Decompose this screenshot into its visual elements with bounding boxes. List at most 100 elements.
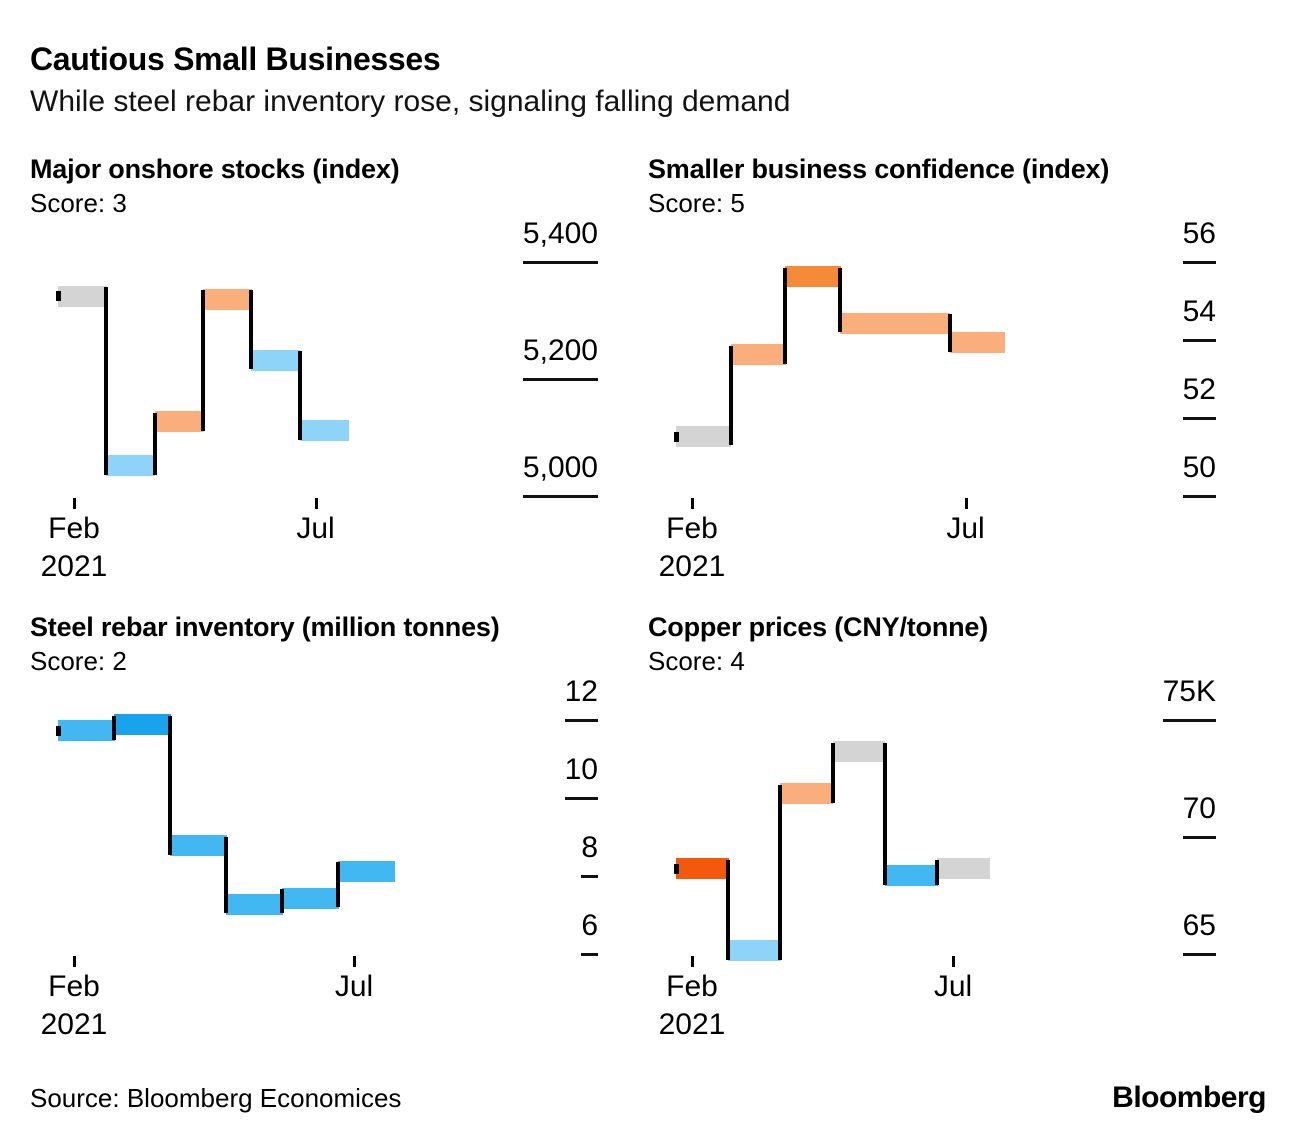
x-axis-label: Feb (666, 970, 718, 1003)
bar-segment (676, 858, 729, 880)
y-axis-tick-label: 54 (1182, 295, 1216, 342)
series-start-mark (674, 431, 679, 442)
x-axis-year-label: 2021 (40, 550, 108, 583)
bar-segment (299, 420, 349, 442)
step-chart: 56 54 52 50 Feb 2021 Jul (648, 154, 1266, 612)
x-axis-year-label: 2021 (658, 1008, 726, 1041)
bar-segment (832, 741, 886, 763)
y-axis-tick-label: 6 (581, 909, 598, 956)
x-axis-tick (691, 956, 694, 967)
bar-segment (676, 426, 732, 447)
connector-line (783, 267, 788, 364)
y-axis-tick: 8 (581, 831, 598, 878)
step-chart: 12 10 8 6 Feb 2021 Jul (30, 612, 648, 1070)
connector-line (168, 715, 172, 855)
bar-segment (154, 411, 204, 433)
bar-segment (106, 455, 156, 477)
x-axis-tick (952, 956, 955, 967)
x-axis-label: Jul (296, 512, 335, 545)
bar-segment (170, 835, 227, 857)
bar-segment (58, 285, 107, 307)
connector-line (249, 290, 254, 370)
bar-segment (202, 288, 252, 310)
panel-smaller-business-confidence: Smaller business confidence (index) Scor… (648, 154, 1266, 612)
connector-line (112, 715, 116, 740)
panel-major-onshore-stocks: Major onshore stocks (index) Score: 3 5,… (30, 154, 648, 612)
y-axis-tick: 5,000 (522, 451, 598, 498)
connector-line (947, 314, 952, 352)
x-axis-label: Feb (48, 512, 100, 545)
connector-line (728, 345, 733, 446)
connector-line (336, 862, 340, 908)
y-axis-tick: 75K (1162, 675, 1216, 722)
bloomberg-logo: Bloomberg (1112, 1081, 1266, 1114)
page-subtitle: While steel rebar inventory rose, signal… (30, 85, 791, 118)
bar-segment (728, 940, 782, 962)
bar-segment (884, 865, 938, 887)
connector-line (838, 267, 843, 333)
y-axis-tick: 65 (1182, 909, 1216, 956)
x-axis-label: Feb (48, 970, 100, 1003)
connector-line (830, 742, 835, 803)
x-axis-year-label: 2021 (40, 1008, 108, 1041)
panel-copper-prices: Copper prices (CNY/tonne) Score: 4 75K 70… (648, 612, 1266, 1070)
connector-line (224, 836, 228, 914)
step-chart: 75K 70 65 Feb 2021 Jul (648, 612, 1266, 1070)
source-note: Source: Bloomberg Economices (30, 1083, 402, 1113)
y-axis-tick-label: 5,400 (522, 217, 598, 264)
y-axis-tick: 10 (564, 753, 598, 800)
y-axis-tick-label: 50 (1182, 451, 1216, 498)
bar-segment (937, 858, 990, 880)
x-axis-tick (73, 498, 76, 509)
y-axis-tick-label: 5,000 (522, 451, 598, 498)
y-axis-tick: 70 (1182, 792, 1216, 839)
bar-segment (251, 349, 301, 371)
bar-segment (58, 720, 115, 742)
y-axis-tick-label: 75K (1162, 675, 1216, 722)
y-axis-tick-label: 52 (1182, 373, 1216, 420)
bar-segment (226, 893, 283, 915)
chart-title: Copper prices (CNY/tonne) (648, 612, 989, 642)
connector-line (726, 859, 731, 960)
chart-grid: Major onshore stocks (index) Score: 3 5,… (30, 154, 1296, 1070)
x-axis-tick (353, 956, 356, 967)
connector-line (297, 351, 302, 440)
chart-title: Major onshore stocks (index) (30, 154, 400, 184)
bar-segment (840, 312, 896, 334)
bar-segment (780, 783, 834, 805)
y-axis-tick-label: 12 (564, 675, 598, 722)
y-axis-tick: 6 (581, 909, 598, 956)
chart-score: Score: 2 (30, 646, 127, 676)
bar-segment (114, 714, 171, 736)
chart-title: Steel rebar inventory (million tonnes) (30, 612, 500, 642)
x-axis-label: Jul (946, 512, 985, 545)
bar-segment (282, 887, 339, 909)
x-axis-tick (964, 498, 968, 509)
series-start-mark (56, 291, 61, 302)
chart-score: Score: 5 (648, 188, 745, 218)
panel-steel-rebar-inventory: Steel rebar inventory (million tonnes) S… (30, 612, 648, 1070)
y-axis-tick: 56 (1182, 217, 1216, 264)
y-axis-tick: 54 (1182, 295, 1216, 342)
connector-line (200, 290, 205, 431)
connector-line (152, 412, 157, 475)
x-axis-tick (314, 498, 318, 509)
y-axis-tick: 50 (1182, 451, 1216, 498)
series-start-mark (56, 725, 61, 736)
connector-line (935, 859, 939, 885)
connector-line (778, 784, 783, 960)
connector-line (104, 287, 109, 475)
chart-score: Score: 4 (648, 646, 745, 676)
y-axis-tick: 12 (564, 675, 598, 722)
bar-segment (730, 344, 787, 366)
bar-segment (894, 312, 951, 334)
chart-score: Score: 3 (30, 188, 127, 218)
page-title: Cautious Small Businesses (30, 41, 441, 77)
y-axis-tick: 5,400 (522, 217, 598, 264)
bar-segment (949, 332, 1005, 354)
series-start-mark (674, 863, 679, 874)
chart-title: Smaller business confidence (index) (648, 154, 1110, 184)
x-axis-year-label: 2021 (658, 550, 726, 583)
y-axis-tick-label: 65 (1182, 909, 1216, 956)
x-axis-tick (691, 498, 694, 509)
